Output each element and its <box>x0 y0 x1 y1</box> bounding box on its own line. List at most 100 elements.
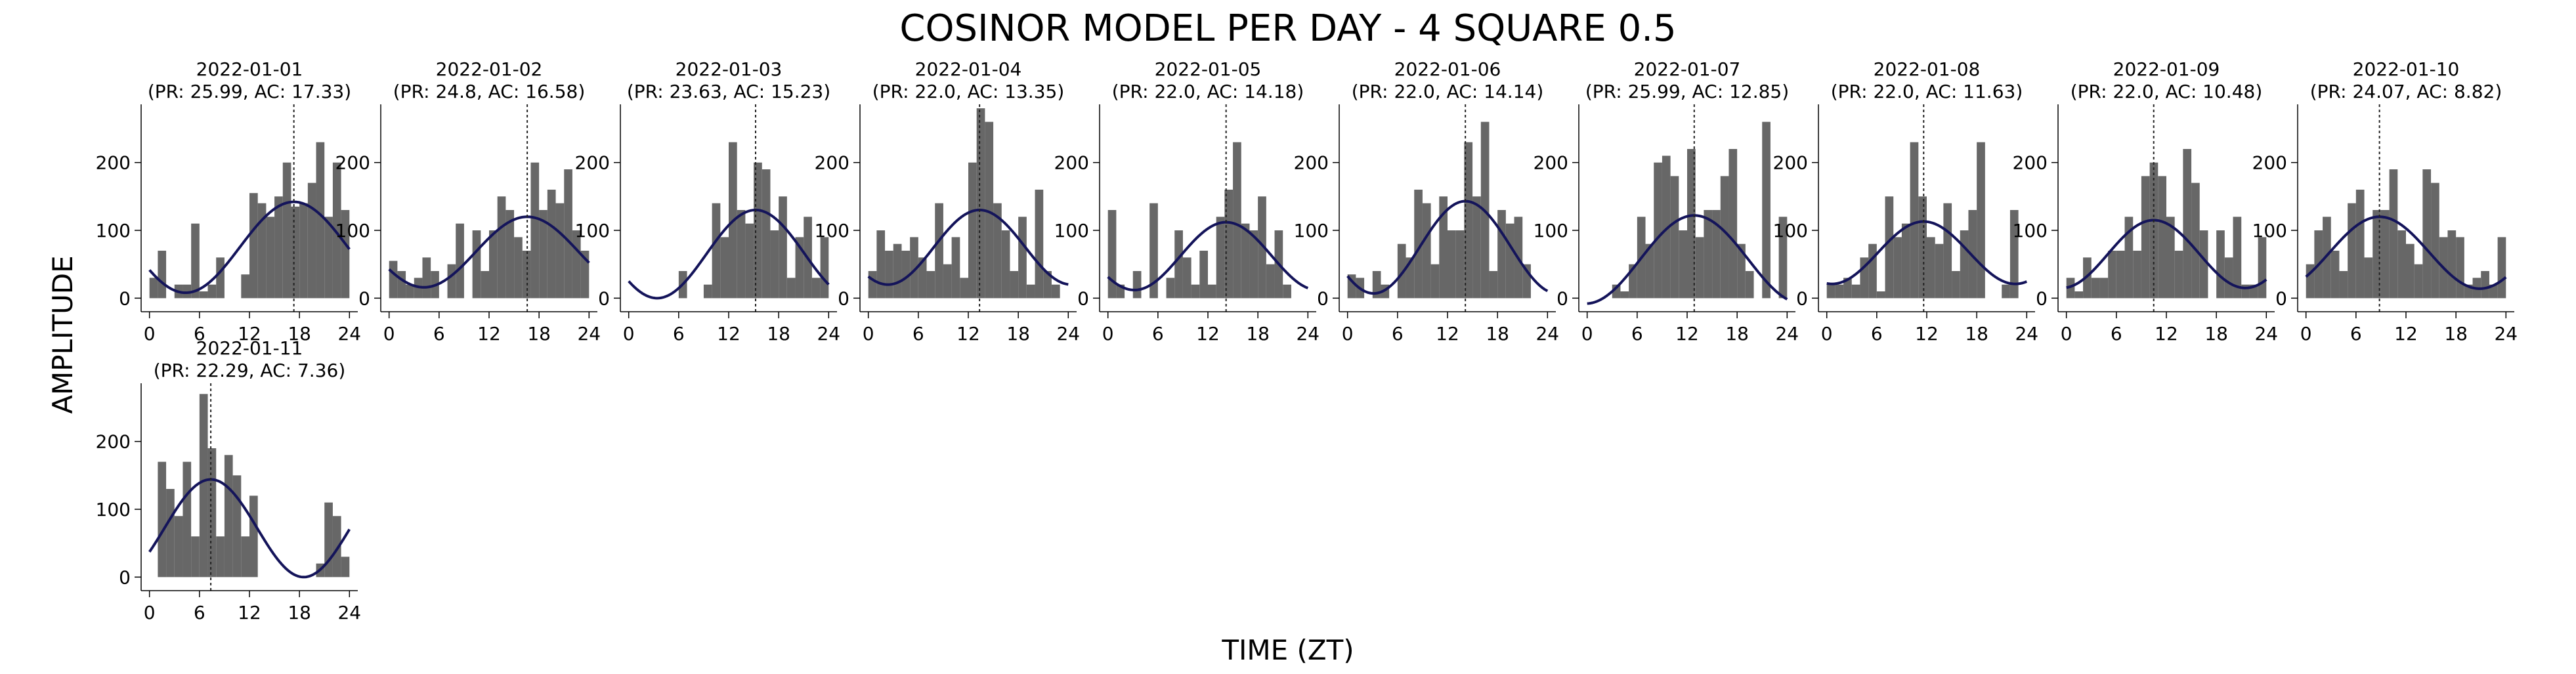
panel-2022-01-03: 2022-01-03(PR: 23.63, AC: 15.23) 0 6 12 18 24… <box>575 58 841 345</box>
bar-zt-10 <box>1670 176 1679 299</box>
bar-zt-20 <box>1035 190 1044 299</box>
bar-zt-20 <box>316 142 325 299</box>
bar-zt-7 <box>926 271 935 299</box>
bar-zt-22 <box>2489 284 2498 299</box>
y-tick-label: 0 <box>1317 287 1329 309</box>
cosinor-curve <box>867 209 1069 286</box>
bar-zt-14 <box>505 210 515 299</box>
panel-2022-01-07: 2022-01-07(PR: 25.99, AC: 12.85) 0 6 12 18 24… <box>1534 58 1799 345</box>
bar-zt-19 <box>1505 223 1514 299</box>
bar-zt-10 <box>1191 284 1200 299</box>
bar-zt-12 <box>489 230 498 299</box>
panel-date-title: 2022-01-11 <box>196 337 303 359</box>
x-tick-label: 6 <box>1871 323 1883 345</box>
x-tick-label: 18 <box>288 602 311 623</box>
y-axis-label: AMPLITUDE <box>47 255 79 413</box>
y-tick-label: 0 <box>1556 287 1568 309</box>
bar-zt-15 <box>514 237 523 299</box>
bar-zt-11 <box>481 271 489 299</box>
bar-zt-9 <box>2141 176 2150 299</box>
bar-zt-12 <box>249 495 258 578</box>
x-tick-label: 24 <box>817 323 840 345</box>
bar-zt-3 <box>1851 284 1860 299</box>
y-tick-label: 0 <box>1796 287 1808 309</box>
bar-zt-9 <box>224 455 233 578</box>
bar-zt-21 <box>324 217 333 299</box>
bar-zt-21 <box>2481 271 2489 299</box>
panel-date-title: 2022-01-03 <box>676 58 783 80</box>
panel-2022-01-10: 2022-01-10(PR: 24.07, AC: 8.82) 0 6 12 18 24 0… <box>2252 58 2518 345</box>
panel-subtitle: (PR: 22.0, AC: 14.18) <box>1112 81 1304 102</box>
bar-zt-2 <box>406 284 414 299</box>
bar-zt-13 <box>1216 217 1225 299</box>
bar-zt-1 <box>397 271 406 299</box>
bar-zt-5 <box>2348 203 2356 299</box>
x-tick-label: 0 <box>1581 323 1593 345</box>
y-tick-label: 0 <box>838 287 849 309</box>
bar-zt-23 <box>580 251 590 299</box>
bar-zt-11 <box>1439 196 1448 299</box>
bar-zt-8 <box>456 223 464 299</box>
cosinor-curve <box>2066 219 2267 289</box>
bar-zt-3 <box>893 243 902 299</box>
bar-zt-8 <box>1654 162 1662 299</box>
bar-zt-12 <box>249 193 258 299</box>
bar-zt-3 <box>1132 271 1142 299</box>
bar-zt-7 <box>2124 217 2134 299</box>
bar-zt-13 <box>257 203 267 299</box>
bar-zt-16 <box>1001 230 1010 299</box>
panel-2022-01-04: 2022-01-04(PR: 22.0, AC: 13.35) 0 6 12 18 24 0… <box>815 58 1081 345</box>
bar-zt-13 <box>2414 264 2423 299</box>
bar-zt-4 <box>182 461 192 578</box>
bar-zt-11 <box>960 278 968 299</box>
bar-zt-10 <box>2389 169 2398 299</box>
bar-zt-18 <box>2216 230 2225 299</box>
y-tick-label: 100 <box>1294 220 1329 242</box>
bar-zt-15 <box>2431 182 2439 299</box>
bar-zt-21 <box>1043 271 1052 299</box>
x-tick-label: 6 <box>673 323 685 345</box>
bar-zt-15 <box>754 162 762 299</box>
bar-zt-3 <box>174 516 183 578</box>
y-tick-label: 0 <box>358 287 370 309</box>
bar-zt-13 <box>1455 230 1465 299</box>
x-tick-label: 6 <box>1152 323 1164 345</box>
bar-zt-14 <box>1464 142 1473 299</box>
bar-zt-6 <box>2355 190 2365 299</box>
bar-zt-18 <box>1258 196 1266 299</box>
x-tick-label: 18 <box>1006 323 1030 345</box>
cosinor-curve <box>1587 214 1788 305</box>
bar-zt-12 <box>968 162 977 299</box>
x-tick-label: 18 <box>1725 323 1749 345</box>
bar-zt-15 <box>1952 271 1960 299</box>
bar-zt-9 <box>703 284 712 299</box>
panel-subtitle: (PR: 22.0, AC: 11.63) <box>1831 81 2023 102</box>
x-tick-label: 12 <box>1196 323 1220 345</box>
x-tick-label: 18 <box>2204 323 2228 345</box>
bar-zt-2 <box>166 489 175 578</box>
panel-subtitle: (PR: 25.99, AC: 17.33) <box>148 81 351 102</box>
bar-zt-0 <box>868 271 877 299</box>
bar-zt-7 <box>1166 278 1175 299</box>
bar-zt-7 <box>447 264 456 299</box>
bar-zt-15 <box>1712 210 1721 299</box>
x-tick-label: 0 <box>1342 323 1354 345</box>
y-tick-label: 100 <box>1054 220 1089 242</box>
x-tick-label: 24 <box>2494 323 2518 345</box>
bar-zt-7 <box>1645 243 1654 299</box>
bar-zt-16 <box>522 251 531 299</box>
y-tick-label: 100 <box>1773 220 1808 242</box>
bar-zt-9 <box>1662 156 1671 299</box>
bar-zt-6 <box>1876 291 1885 299</box>
bar-zt-16 <box>282 162 291 299</box>
bar-zt-1 <box>876 230 886 299</box>
cosinor-curve <box>1826 220 2028 285</box>
panel-2022-01-11: 2022-01-11(PR: 22.29, AC: 7.36) 0 6 12 18 24 0… <box>96 337 362 623</box>
bar-zt-23 <box>2497 237 2506 299</box>
bar-zt-9 <box>1182 257 1191 299</box>
bar-zt-18 <box>1977 142 1985 299</box>
bar-zt-4 <box>422 257 431 299</box>
panel-subtitle: (PR: 22.0, AC: 10.48) <box>2071 81 2263 102</box>
bar-zt-5 <box>191 223 200 299</box>
bar-zt-17 <box>1249 230 1258 299</box>
